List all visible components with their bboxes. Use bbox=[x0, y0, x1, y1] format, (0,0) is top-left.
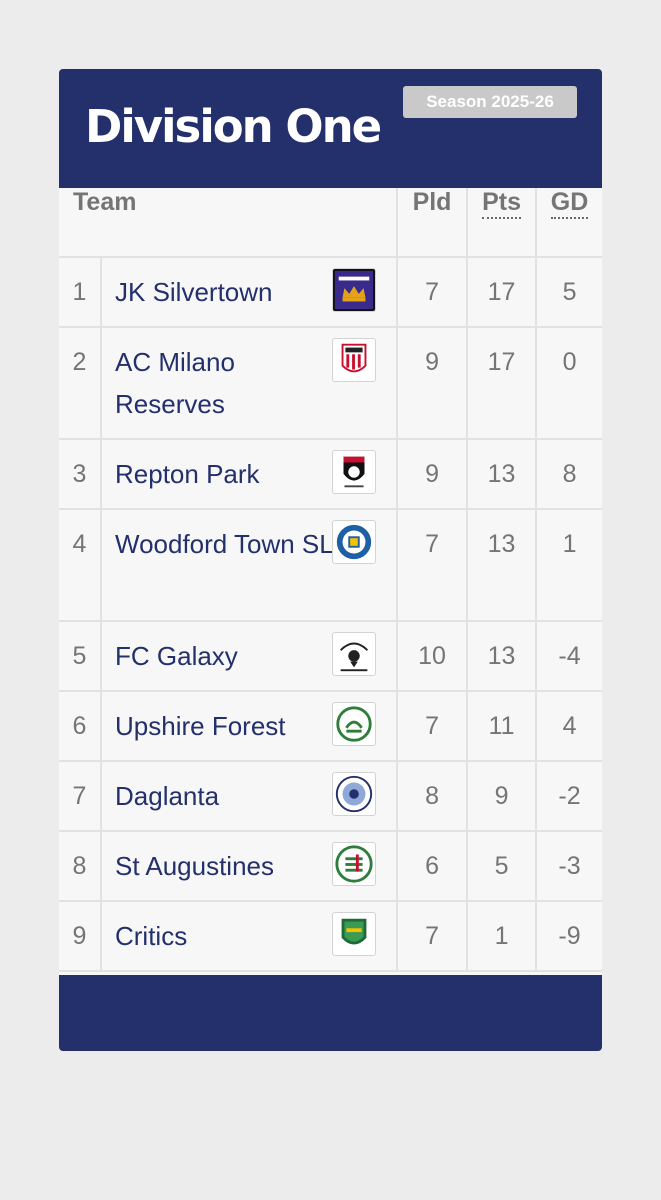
team-name-link[interactable]: AC Milano Reserves bbox=[115, 347, 235, 419]
goal-difference-cell: -4 bbox=[535, 620, 602, 692]
table-row: 8 St Augustines 6 5 -3 bbox=[59, 830, 602, 902]
critics-crest-icon bbox=[332, 912, 377, 956]
table-row: 2 AC Milano Reserves 9 17 0 bbox=[59, 326, 602, 440]
team-column-header: Team bbox=[59, 188, 399, 258]
points-column-header: Pts bbox=[466, 188, 538, 258]
team-name-link[interactable]: JK Silvertown bbox=[115, 277, 273, 307]
jk-silvertown-crest-icon bbox=[332, 268, 377, 312]
team-name-link[interactable]: Critics bbox=[115, 921, 188, 951]
goal-difference-cell: 5 bbox=[535, 256, 602, 328]
points-cell: 13 bbox=[466, 508, 538, 622]
division-title: Division One bbox=[85, 100, 382, 153]
card-footer bbox=[59, 975, 602, 1051]
played-cell: 8 bbox=[396, 760, 469, 832]
position-cell: 6 bbox=[59, 690, 102, 762]
team-cell: Daglanta bbox=[99, 760, 399, 832]
position-cell: 1 bbox=[59, 256, 102, 328]
team-cell: Repton Park bbox=[99, 438, 399, 510]
points-cell: 5 bbox=[466, 830, 538, 902]
position-cell: 7 bbox=[59, 760, 102, 832]
team-name-link[interactable]: FC Galaxy bbox=[115, 641, 238, 671]
table-row: 5 FC Galaxy 10 13 -4 bbox=[59, 620, 602, 692]
table-row: 6 Upshire Forest 7 11 4 bbox=[59, 690, 602, 762]
position-cell: 3 bbox=[59, 438, 102, 510]
card-header: Division One Season 2025-26 bbox=[59, 69, 602, 188]
season-badge: Season 2025-26 bbox=[403, 86, 577, 118]
played-cell: 6 bbox=[396, 830, 469, 902]
points-cell: 13 bbox=[466, 438, 538, 510]
goal-difference-abbr: GD bbox=[550, 188, 589, 219]
played-cell: 7 bbox=[396, 256, 469, 328]
goal-difference-cell: 0 bbox=[535, 326, 602, 440]
goal-difference-cell: -9 bbox=[535, 900, 602, 972]
repton-park-crest-icon bbox=[332, 450, 377, 494]
woodford-town-crest-icon bbox=[332, 520, 377, 564]
points-cell: 17 bbox=[466, 326, 538, 440]
team-cell: JK Silvertown bbox=[99, 256, 399, 328]
goal-difference-column-header: GD bbox=[535, 188, 602, 258]
fc-galaxy-crest-icon bbox=[332, 632, 377, 676]
standings-table: Team Pld Pts GD 1 JK Silvertown bbox=[59, 188, 602, 972]
table-row: 9 Critics 7 1 -9 bbox=[59, 900, 602, 972]
goal-difference-cell: -2 bbox=[535, 760, 602, 832]
ac-milano-crest-icon bbox=[332, 338, 377, 382]
team-cell: AC Milano Reserves bbox=[99, 326, 399, 440]
played-cell: 9 bbox=[396, 438, 469, 510]
table-row: 4 Woodford Town SL 7 13 1 bbox=[59, 508, 602, 622]
points-cell: 13 bbox=[466, 620, 538, 692]
league-table-card: Division One Season 2025-26 Team Pld Pts… bbox=[59, 69, 602, 1051]
team-cell: Woodford Town SL bbox=[99, 508, 399, 622]
team-cell: Critics bbox=[99, 900, 399, 972]
position-cell: 9 bbox=[59, 900, 102, 972]
table-row: 1 JK Silvertown 7 17 5 bbox=[59, 256, 602, 328]
team-cell: Upshire Forest bbox=[99, 690, 399, 762]
played-cell: 9 bbox=[396, 326, 469, 440]
position-cell: 5 bbox=[59, 620, 102, 692]
table-row: 3 Repton Park 9 13 8 bbox=[59, 438, 602, 510]
table-header-row: Team Pld Pts GD bbox=[59, 188, 602, 258]
goal-difference-cell: 8 bbox=[535, 438, 602, 510]
points-cell: 17 bbox=[466, 256, 538, 328]
played-cell: 7 bbox=[396, 690, 469, 762]
points-cell: 1 bbox=[466, 900, 538, 972]
position-cell: 4 bbox=[59, 508, 102, 622]
position-cell: 8 bbox=[59, 830, 102, 902]
played-column-header: Pld bbox=[396, 188, 469, 258]
team-name-link[interactable]: St Augustines bbox=[115, 851, 274, 881]
points-abbr: Pts bbox=[482, 188, 521, 219]
played-cell: 10 bbox=[396, 620, 469, 692]
st-augustines-crest-icon bbox=[332, 842, 377, 886]
points-cell: 11 bbox=[466, 690, 538, 762]
team-name-link[interactable]: Daglanta bbox=[115, 781, 220, 811]
goal-difference-cell: -3 bbox=[535, 830, 602, 902]
team-name-link[interactable]: Woodford Town SL bbox=[115, 529, 334, 559]
played-cell: 7 bbox=[396, 900, 469, 972]
upshire-forest-crest-icon bbox=[332, 702, 377, 746]
team-name-link[interactable]: Upshire Forest bbox=[115, 711, 286, 741]
daglanta-crest-icon bbox=[332, 772, 377, 816]
points-cell: 9 bbox=[466, 760, 538, 832]
position-cell: 2 bbox=[59, 326, 102, 440]
team-name-link[interactable]: Repton Park bbox=[115, 459, 260, 489]
goal-difference-cell: 4 bbox=[535, 690, 602, 762]
team-cell: St Augustines bbox=[99, 830, 399, 902]
goal-difference-cell: 1 bbox=[535, 508, 602, 622]
played-cell: 7 bbox=[396, 508, 469, 622]
team-cell: FC Galaxy bbox=[99, 620, 399, 692]
table-row: 7 Daglanta 8 9 -2 bbox=[59, 760, 602, 832]
